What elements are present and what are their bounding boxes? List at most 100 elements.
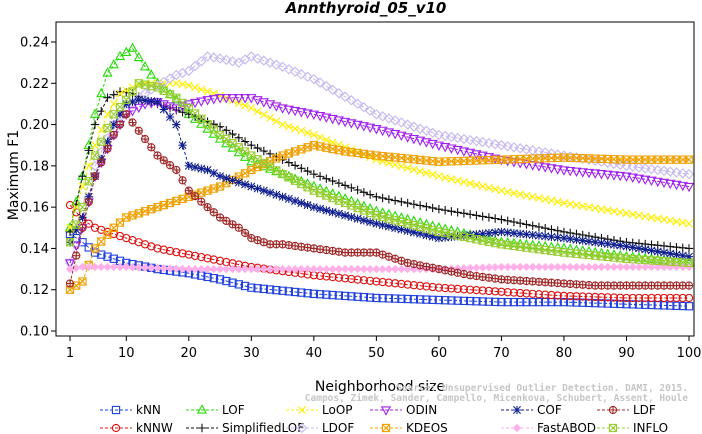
data-point [591, 238, 600, 247]
data-point [646, 163, 657, 175]
data-point [434, 205, 444, 214]
data-point [390, 210, 401, 220]
data-point [447, 207, 456, 216]
data-point [572, 262, 581, 272]
data-point [490, 154, 501, 164]
data-point [509, 262, 519, 272]
data-point [584, 298, 594, 308]
data-point [641, 212, 650, 221]
data-point [178, 80, 187, 89]
data-point [602, 170, 613, 181]
data-point [440, 206, 450, 215]
data-point [466, 285, 475, 294]
data-point [264, 100, 276, 110]
data-point [84, 161, 93, 170]
data-point [240, 281, 250, 291]
data-point [247, 104, 256, 113]
data-point [158, 100, 169, 110]
series-fastabod [65, 262, 694, 274]
data-point [389, 115, 401, 126]
data-point [247, 264, 256, 274]
data-point [347, 274, 356, 284]
data-point [133, 51, 144, 62]
data-point [665, 179, 676, 190]
data-point [284, 194, 293, 203]
data-point [633, 162, 645, 173]
data-point [377, 111, 388, 122]
data-point [660, 215, 668, 224]
legend-label: LoOP [322, 403, 353, 417]
data-point [240, 137, 250, 146]
data-point [465, 210, 475, 219]
data-point [340, 264, 350, 274]
watermark-line-2: Campos, Zimek, Sander, Campello, Micenko… [305, 393, 688, 404]
data-point [189, 113, 201, 123]
data-point [496, 140, 507, 151]
data-point [552, 242, 563, 252]
data-point [234, 264, 243, 274]
data-point [533, 146, 545, 157]
legend-label: FastABOD [537, 421, 596, 434]
data-point [684, 258, 694, 268]
data-point [508, 142, 520, 153]
data-point [415, 136, 426, 147]
legend-label: SimplifiedLOF [222, 421, 304, 434]
x-axis-label: Neighborhood size [315, 379, 445, 395]
data-point [566, 262, 575, 272]
data-point [359, 292, 369, 302]
data-point [296, 108, 307, 118]
data-point [427, 127, 438, 139]
y-tick-label: 0.24 [20, 36, 49, 51]
data-point [315, 290, 325, 299]
data-point [383, 128, 395, 138]
data-point [253, 284, 262, 293]
data-point [227, 142, 238, 152]
data-point [359, 276, 369, 285]
data-point [459, 285, 469, 294]
data-point [303, 200, 312, 210]
data-point [158, 76, 169, 88]
data-point [97, 137, 106, 146]
data-point [103, 252, 112, 261]
data-point [497, 287, 506, 296]
data-point [572, 298, 581, 307]
data-point [84, 192, 93, 201]
data-point [503, 262, 512, 272]
data-point [372, 219, 381, 228]
data-point [647, 293, 656, 303]
data-point [553, 233, 562, 242]
data-point [246, 51, 257, 62]
data-point [453, 296, 462, 305]
data-point [516, 288, 525, 298]
data-point [89, 108, 101, 118]
data-point [228, 220, 237, 229]
data-point [346, 195, 357, 206]
data-point [653, 214, 662, 223]
data-point [171, 94, 182, 104]
data-point [202, 51, 213, 62]
data-point [416, 167, 425, 176]
data-point [140, 96, 150, 105]
data-point [339, 117, 351, 128]
data-point [122, 110, 131, 119]
data-point [565, 243, 576, 253]
data-point [339, 193, 351, 203]
legend-marker [111, 423, 121, 433]
data-point [534, 194, 543, 203]
data-point [128, 87, 137, 96]
legend-label: INFLO [633, 421, 668, 434]
data-point [397, 279, 406, 289]
data-point [139, 61, 151, 71]
watermark-line-1: Source: Unsupervised Outlier Detection. … [396, 383, 688, 394]
data-point [628, 262, 637, 272]
data-point [222, 216, 231, 226]
data-point [72, 225, 81, 234]
data-point [491, 228, 500, 237]
data-point [528, 192, 537, 201]
legend-label: COF [537, 403, 562, 417]
data-point [621, 160, 632, 172]
data-point [159, 156, 168, 165]
legend-item-simplifiedlof: SimplifiedLOF [186, 421, 304, 434]
data-point [441, 283, 450, 293]
data-point [478, 229, 487, 238]
